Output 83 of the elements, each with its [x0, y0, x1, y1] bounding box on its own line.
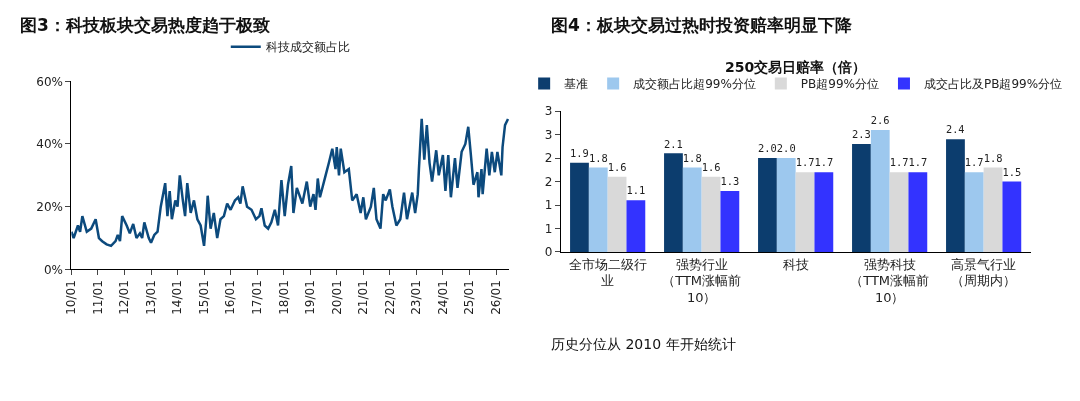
- x-tick-label: 15/01: [196, 280, 211, 315]
- y-tick-label: 0%: [43, 262, 63, 277]
- x-tick-label: 21/01: [356, 280, 371, 315]
- x-tick-label: 10/01: [64, 280, 79, 315]
- y-tick-label: 2: [544, 174, 553, 189]
- data-label: 1.5: [1002, 165, 1022, 178]
- x-tick-label: 17/01: [250, 280, 265, 315]
- x-tick-label: 高景气行业（周期内）: [951, 256, 1017, 289]
- x-tick-label: 24/01: [435, 280, 450, 315]
- x-tick-label: 强势行业（TTM涨幅前10）: [662, 256, 742, 306]
- x-tick-label: 11/01: [90, 280, 105, 315]
- data-label: 1.1: [626, 184, 646, 197]
- x-tick-label: 23/01: [409, 280, 424, 315]
- bar: [588, 167, 608, 252]
- legend-label: 基准: [564, 77, 589, 92]
- x-tick-label: 19/01: [303, 280, 318, 315]
- x-tick-label: 12/01: [117, 280, 132, 315]
- bar: [852, 143, 871, 252]
- y-tick-label: 1: [544, 198, 553, 213]
- data-label: 1.7: [908, 156, 928, 169]
- bar: [701, 176, 721, 252]
- bar: [908, 172, 928, 252]
- data-label: 2.6: [870, 114, 890, 127]
- data-label: 2.3: [852, 128, 871, 141]
- x-tick-label: 20/01: [329, 280, 344, 315]
- text: 历史分位从 2010 年开始统计: [551, 336, 736, 352]
- x-tick-label: 25/01: [462, 280, 477, 315]
- legend-label: PB超99%分位: [800, 77, 879, 92]
- x-tick-label: 22/01: [382, 280, 397, 315]
- y-tick-label: 2: [544, 151, 553, 166]
- x-tick-label: 科技: [782, 256, 809, 272]
- data-label: 1.7: [814, 156, 834, 169]
- y-tick-label: 3: [544, 127, 553, 142]
- y-tick-label: 1: [544, 221, 553, 236]
- chart-title: 图3：科技板块交易热度趋于极致: [20, 15, 270, 35]
- bar: [1002, 181, 1022, 252]
- bar: [964, 172, 984, 252]
- data-label: 2.0: [776, 142, 796, 155]
- data-label: 1.6: [701, 161, 721, 174]
- legend-label: 成交额占比超99%分位: [633, 77, 756, 92]
- x-tick-label: 强势科技（TTM涨幅前10）: [850, 256, 930, 306]
- bar: [720, 190, 740, 252]
- legend-label: 成交占比及PB超99%分位: [923, 77, 1063, 92]
- data-label: 2.0: [758, 142, 777, 155]
- bar: [570, 162, 589, 252]
- line-series: [71, 117, 510, 248]
- y-tick-label: 0: [544, 245, 553, 260]
- bar: [795, 172, 815, 252]
- bar: [626, 200, 646, 252]
- chart-title: 图4：板块交易过热时投资赔率明显下降: [551, 15, 853, 35]
- bar: [946, 139, 965, 252]
- data-label: 2.1: [664, 137, 683, 150]
- data-label: 1.8: [682, 151, 702, 164]
- bar: [664, 153, 683, 252]
- bar: [607, 176, 627, 252]
- bar: [870, 129, 890, 252]
- data-label: 1.7: [795, 156, 815, 169]
- data-label: 1.3: [720, 175, 740, 188]
- bar: [814, 172, 834, 252]
- bar: [889, 172, 909, 252]
- x-tick-label: 全市场二级行业: [568, 256, 647, 289]
- chart-subtitle: 250交易日赔率（倍）: [725, 59, 867, 75]
- x-tick-label: 18/01: [276, 280, 291, 315]
- bar: [682, 167, 702, 252]
- y-tick-label: 3: [544, 104, 553, 119]
- data-label: 1.7: [889, 156, 909, 169]
- bar: [776, 158, 796, 252]
- x-tick-label: 13/01: [143, 280, 158, 315]
- y-tick-label: 20%: [36, 199, 63, 214]
- legend-label: 科技成交额占比: [265, 40, 350, 55]
- x-tick-label: 26/01: [488, 280, 503, 315]
- data-label: 1.9: [570, 146, 589, 159]
- x-tick-label: 14/01: [170, 280, 185, 315]
- y-tick-label: 40%: [36, 137, 63, 152]
- bar: [983, 167, 1003, 252]
- data-label: 1.7: [964, 156, 984, 169]
- y-tick-label: 60%: [36, 74, 63, 89]
- data-label: 1.8: [588, 151, 608, 164]
- data-label: 1.8: [983, 151, 1003, 164]
- data-label: 1.6: [607, 161, 627, 174]
- bar: [758, 158, 777, 252]
- x-tick-label: 16/01: [223, 280, 238, 315]
- data-label: 2.4: [946, 124, 965, 136]
